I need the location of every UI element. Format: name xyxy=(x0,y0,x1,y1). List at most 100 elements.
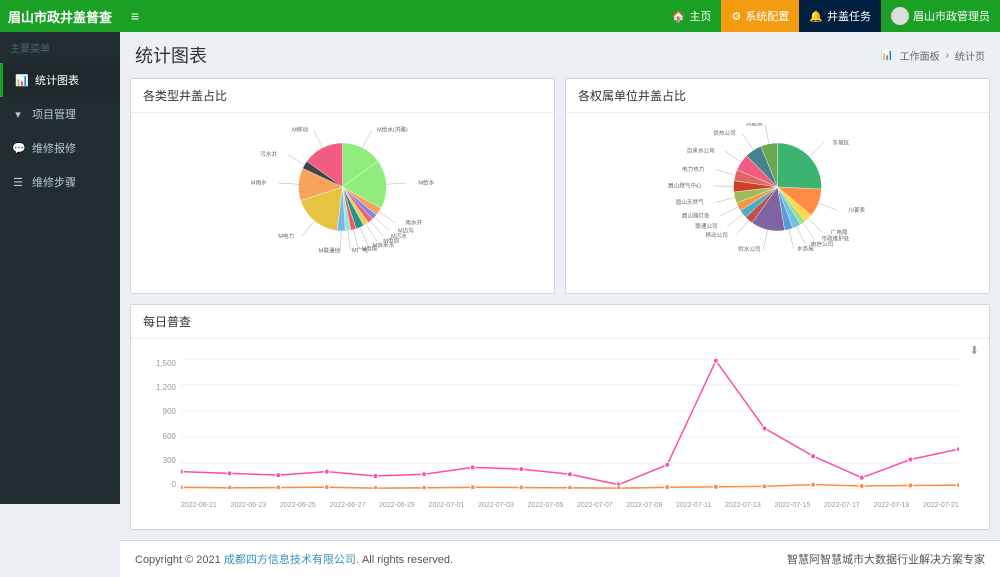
pie-slice[interactable] xyxy=(778,143,822,189)
pie-label: 电力热力 xyxy=(682,165,705,173)
line-point[interactable] xyxy=(665,462,670,467)
x-tick: 2022-07-09 xyxy=(627,502,663,509)
sidebar-item-1[interactable]: ▾ 项目管理 xyxy=(0,97,120,131)
pie-label: M给水(洪雅) xyxy=(377,125,408,133)
nav-home[interactable]: 🏠主页 xyxy=(662,0,722,32)
line-point[interactable] xyxy=(276,485,281,489)
pie-label: M联通线 xyxy=(319,246,341,254)
x-tick: 2022-07-01 xyxy=(429,502,465,509)
sidebar-header: 主要菜单 xyxy=(0,32,120,63)
breadcrumb-current: 统计页 xyxy=(955,48,985,63)
line-point[interactable] xyxy=(957,483,959,488)
line-point[interactable] xyxy=(227,471,232,476)
footer-link[interactable]: 成都四方信息技术有限公司 xyxy=(224,554,356,566)
pie-label: M雨水 xyxy=(251,178,267,186)
line-point[interactable] xyxy=(859,483,864,488)
sidebar-icon: 📊 xyxy=(15,74,27,87)
dashboard-icon: 📊 xyxy=(881,50,893,61)
line-point[interactable] xyxy=(470,465,475,470)
sidebar-label: 维修步骤 xyxy=(32,174,76,190)
line-point[interactable] xyxy=(181,469,183,474)
pie-label: 供水公司 xyxy=(738,245,760,253)
pie-label: 广电局 xyxy=(831,228,848,236)
x-tick: 2022-06-21 xyxy=(181,502,217,509)
pie-label: 雨水井 xyxy=(405,218,422,226)
nav-home-label: 主页 xyxy=(689,8,711,24)
pie-label: 风能表 xyxy=(746,123,763,128)
line-point[interactable] xyxy=(811,482,816,487)
footer-right: 智慧阿智慧城市大数据行业解决方案专家 xyxy=(787,551,985,567)
line-point[interactable] xyxy=(811,454,816,459)
y-tick: 1,500 xyxy=(156,359,176,368)
sidebar-item-0[interactable]: 📊 统计图表 xyxy=(0,63,120,97)
line-point[interactable] xyxy=(324,469,329,474)
line-point[interactable] xyxy=(519,485,524,489)
pie2-title: 各权属单位井盖占比 xyxy=(566,79,989,113)
x-tick: 2022-07-07 xyxy=(577,502,613,509)
line-point[interactable] xyxy=(181,485,183,489)
breadcrumb-home[interactable]: 工作面板 xyxy=(900,48,940,63)
pie-label: 供热公司 xyxy=(713,129,735,137)
line-point[interactable] xyxy=(713,359,718,363)
pie-label: 眉山燃气中心 xyxy=(668,181,702,189)
x-tick: 2022-06-23 xyxy=(231,502,267,509)
nav-task-label: 井盖任务 xyxy=(827,8,871,24)
sidebar-item-2[interactable]: 💬维修报修 xyxy=(0,131,120,165)
nav-task[interactable]: 🔔 井盖任务 xyxy=(799,0,881,32)
x-tick: 2022-07-13 xyxy=(725,502,761,509)
x-tick: 2022-07-15 xyxy=(774,502,810,509)
home-icon: 🏠 xyxy=(672,10,686,23)
line-point[interactable] xyxy=(762,484,767,489)
pie-label: 眉山天然气 xyxy=(676,198,704,206)
line-point[interactable] xyxy=(373,474,378,479)
line-series[interactable] xyxy=(181,361,959,485)
pie-label: 污水井 xyxy=(260,150,277,158)
pie-label: 东坡区 xyxy=(833,138,850,146)
pie-label: 眉山路灯处 xyxy=(682,211,710,219)
line-point[interactable] xyxy=(713,484,718,489)
sidebar-icon: 💬 xyxy=(12,142,24,155)
line-point[interactable] xyxy=(422,485,427,489)
avatar xyxy=(891,7,909,25)
breadcrumb: 📊 工作面板 › 统计页 xyxy=(881,48,985,63)
y-tick: 300 xyxy=(163,456,176,465)
bell-icon: 🔔 xyxy=(809,10,823,23)
line-point[interactable] xyxy=(908,483,913,488)
x-tick: 2022-07-03 xyxy=(478,502,514,509)
line-point[interactable] xyxy=(568,472,573,477)
line-point[interactable] xyxy=(324,485,329,489)
pie-label: 移动公司 xyxy=(705,231,727,239)
pie-label: 川姜表 xyxy=(848,206,865,214)
sidebar-label: 统计图表 xyxy=(35,72,79,88)
x-tick: 2022-07-05 xyxy=(528,502,564,509)
line-point[interactable] xyxy=(422,472,427,477)
line-point[interactable] xyxy=(227,485,232,489)
y-tick: 900 xyxy=(163,407,176,416)
line-point[interactable] xyxy=(616,486,621,489)
line-point[interactable] xyxy=(665,485,670,489)
sidebar-label: 项目管理 xyxy=(32,106,76,122)
line-point[interactable] xyxy=(568,485,573,489)
menu-toggle[interactable]: ≡ xyxy=(120,8,150,24)
nav-sys-label: 系统配置 xyxy=(745,8,789,24)
x-tick: 2022-06-27 xyxy=(330,502,366,509)
line-point[interactable] xyxy=(470,485,475,489)
line-point[interactable] xyxy=(762,426,767,431)
x-tick: 2022-07-21 xyxy=(923,502,959,509)
pie-label: 自来水公司 xyxy=(687,146,715,154)
line-point[interactable] xyxy=(276,473,281,478)
line-point[interactable] xyxy=(908,457,913,462)
nav-sys[interactable]: ⚙ 系统配置 xyxy=(721,0,799,32)
gear-icon: ⚙ xyxy=(731,10,741,23)
nav-user[interactable]: 眉山市政管理员 xyxy=(881,0,1000,32)
x-tick: 2022-07-19 xyxy=(873,502,909,509)
sidebar-icon: ▾ xyxy=(12,108,24,121)
line-point[interactable] xyxy=(957,447,959,452)
sidebar-item-3[interactable]: ☰ 维修步骤 xyxy=(0,165,120,199)
pie-label: 联通公司 xyxy=(695,222,717,230)
sidebar-icon: ☰ xyxy=(12,176,24,189)
y-tick: 600 xyxy=(163,432,176,441)
line-point[interactable] xyxy=(859,475,864,480)
line-point[interactable] xyxy=(373,486,378,489)
line-point[interactable] xyxy=(519,467,524,472)
